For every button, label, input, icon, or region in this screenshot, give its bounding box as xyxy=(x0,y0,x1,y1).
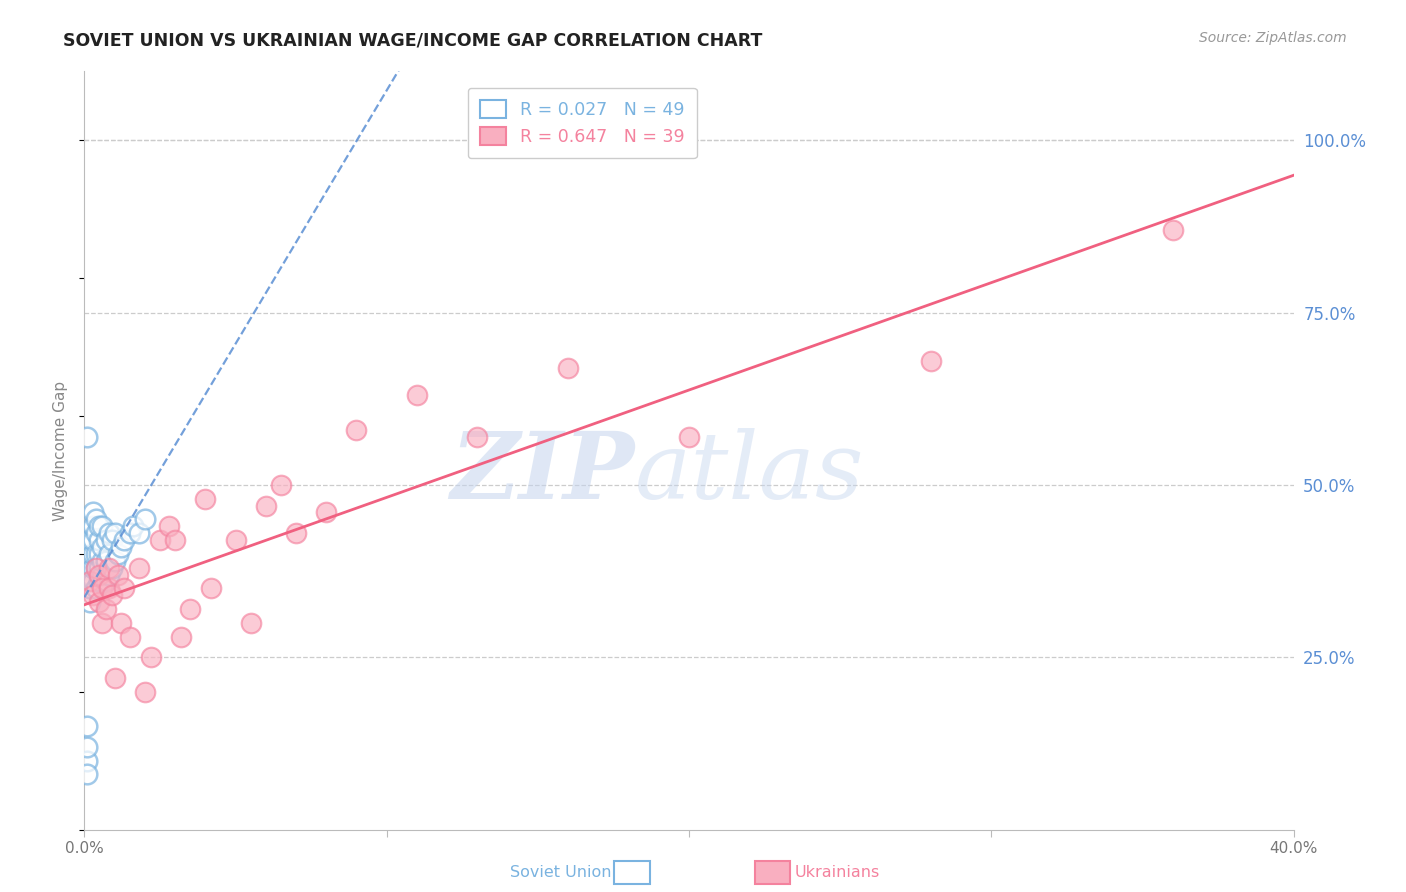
Point xyxy=(91,582,114,596)
Point xyxy=(97,582,120,596)
Point xyxy=(134,684,156,698)
Point xyxy=(100,533,122,547)
Point xyxy=(94,554,117,568)
Point xyxy=(82,574,104,589)
Text: Source: ZipAtlas.com: Source: ZipAtlas.com xyxy=(1199,31,1347,45)
Point xyxy=(79,567,101,582)
Point xyxy=(86,560,108,574)
Point xyxy=(82,506,104,520)
Point xyxy=(104,554,127,568)
Point xyxy=(315,506,337,520)
Point xyxy=(225,533,247,547)
Point xyxy=(110,615,132,630)
Point xyxy=(89,519,111,533)
Point xyxy=(82,588,104,602)
Point xyxy=(467,430,489,444)
Point xyxy=(86,560,108,574)
Point xyxy=(79,574,101,589)
Point xyxy=(170,630,193,644)
Point xyxy=(89,574,111,589)
FancyBboxPatch shape xyxy=(614,861,650,884)
Point xyxy=(89,560,111,574)
Point xyxy=(79,582,101,596)
Point xyxy=(97,547,120,561)
Point xyxy=(112,582,135,596)
FancyBboxPatch shape xyxy=(755,861,790,884)
Point xyxy=(104,526,127,541)
Point xyxy=(97,526,120,541)
Point xyxy=(194,491,217,506)
Point xyxy=(94,574,117,589)
Point xyxy=(139,650,162,665)
Point xyxy=(86,512,108,526)
Point xyxy=(76,754,98,768)
Point xyxy=(91,554,114,568)
Point xyxy=(200,582,222,596)
Point xyxy=(128,560,150,574)
Point xyxy=(91,540,114,554)
Point xyxy=(86,526,108,541)
Point xyxy=(121,519,143,533)
Point xyxy=(678,430,700,444)
Point xyxy=(107,547,129,561)
Point xyxy=(91,567,114,582)
Point xyxy=(89,533,111,547)
Point xyxy=(82,519,104,533)
Point xyxy=(346,423,368,437)
Point xyxy=(112,533,135,547)
Y-axis label: Wage/Income Gap: Wage/Income Gap xyxy=(53,380,69,521)
Point xyxy=(100,588,122,602)
Point xyxy=(94,533,117,547)
Point xyxy=(82,560,104,574)
Text: SOVIET UNION VS UKRAINIAN WAGE/INCOME GAP CORRELATION CHART: SOVIET UNION VS UKRAINIAN WAGE/INCOME GA… xyxy=(63,31,762,49)
Point xyxy=(157,519,180,533)
Point xyxy=(104,671,127,685)
Point xyxy=(118,630,141,644)
Point xyxy=(76,739,98,754)
Point xyxy=(79,533,101,547)
Point xyxy=(97,567,120,582)
Point xyxy=(79,595,101,609)
Point xyxy=(91,519,114,533)
Point xyxy=(79,560,101,574)
Point xyxy=(82,547,104,561)
Point xyxy=(165,533,187,547)
Point xyxy=(1161,223,1184,237)
Point xyxy=(89,567,111,582)
Point xyxy=(107,567,129,582)
Point xyxy=(179,602,201,616)
Point xyxy=(920,354,942,368)
Point xyxy=(557,360,579,375)
Point xyxy=(89,547,111,561)
Point xyxy=(94,602,117,616)
Text: Ukrainians: Ukrainians xyxy=(794,865,880,880)
Point xyxy=(82,533,104,547)
Point xyxy=(270,478,292,492)
Point xyxy=(79,547,101,561)
Point xyxy=(86,547,108,561)
Point xyxy=(110,540,132,554)
Text: ZIP: ZIP xyxy=(450,428,634,518)
Text: Soviet Union: Soviet Union xyxy=(510,865,612,880)
Point xyxy=(128,526,150,541)
Point xyxy=(86,582,108,596)
Point xyxy=(79,574,101,589)
Text: atlas: atlas xyxy=(634,428,865,518)
Point xyxy=(97,560,120,574)
Point xyxy=(76,430,98,444)
Point xyxy=(76,719,98,733)
Point xyxy=(254,499,277,513)
Point xyxy=(285,526,308,541)
Point xyxy=(239,615,262,630)
Point xyxy=(76,767,98,781)
Point xyxy=(91,615,114,630)
Point xyxy=(100,560,122,574)
Point xyxy=(118,526,141,541)
Point xyxy=(134,512,156,526)
Point xyxy=(149,533,172,547)
Point xyxy=(89,595,111,609)
Point xyxy=(406,388,429,402)
Legend: R = 0.027   N = 49, R = 0.647   N = 39: R = 0.027 N = 49, R = 0.647 N = 39 xyxy=(468,87,697,158)
